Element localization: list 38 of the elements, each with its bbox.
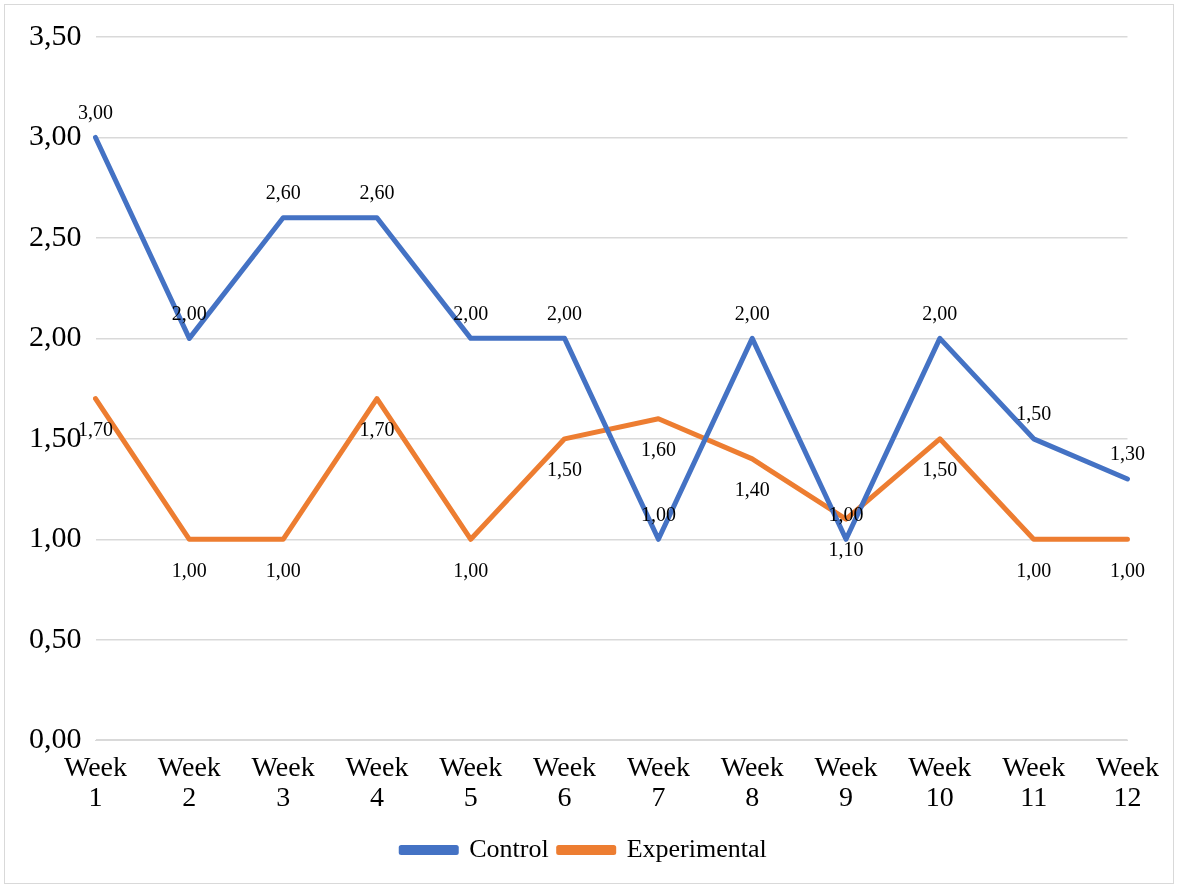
y-tick-label: 1,00 xyxy=(29,520,82,554)
data-label: 1,00 xyxy=(1109,558,1145,581)
x-tick-label: Week 3 xyxy=(251,751,315,812)
y-tick-label: 0,50 xyxy=(29,620,82,654)
y-tick-label: 3,50 xyxy=(29,17,82,51)
x-tick-label: Week 5 xyxy=(439,751,503,812)
data-label: 2,00 xyxy=(922,301,958,324)
legend-label: Control xyxy=(469,833,549,863)
y-tick-label: 2,50 xyxy=(29,218,82,252)
data-label: 1,40 xyxy=(734,478,770,501)
data-label: 1,00 xyxy=(171,558,207,581)
x-tick-label: Week 2 xyxy=(157,751,221,812)
data-label: 2,00 xyxy=(734,301,770,324)
legend-label: Experimental xyxy=(626,833,767,863)
x-tick-label: Week 12 xyxy=(1095,751,1159,812)
data-label: 1,50 xyxy=(1016,402,1052,425)
data-label: 1,00 xyxy=(265,558,301,581)
x-tick-label: Week 7 xyxy=(626,751,690,812)
data-label: 1,60 xyxy=(640,437,676,460)
data-label: 2,60 xyxy=(265,181,301,204)
data-label: 2,00 xyxy=(547,301,583,324)
x-tick-label: Week 6 xyxy=(533,751,597,812)
data-label: 1,70 xyxy=(359,417,395,440)
data-label: 1,00 xyxy=(1016,558,1052,581)
data-label: 2,60 xyxy=(359,181,395,204)
x-tick-label: Week 4 xyxy=(345,751,409,812)
x-tick-label: Week 8 xyxy=(720,751,784,812)
data-label: 1,00 xyxy=(828,502,864,525)
data-label: 1,10 xyxy=(828,538,864,561)
data-label: 2,00 xyxy=(453,301,489,324)
x-tick-label: Week 11 xyxy=(1002,751,1066,812)
data-label: 1,50 xyxy=(922,458,958,481)
x-tick-label: Week 10 xyxy=(908,751,972,812)
data-label: 1,00 xyxy=(453,558,489,581)
data-label: 1,50 xyxy=(547,458,583,481)
data-label: 1,30 xyxy=(1109,442,1145,465)
x-tick-label: Week 9 xyxy=(814,751,878,812)
y-tick-label: 2,00 xyxy=(29,319,82,353)
